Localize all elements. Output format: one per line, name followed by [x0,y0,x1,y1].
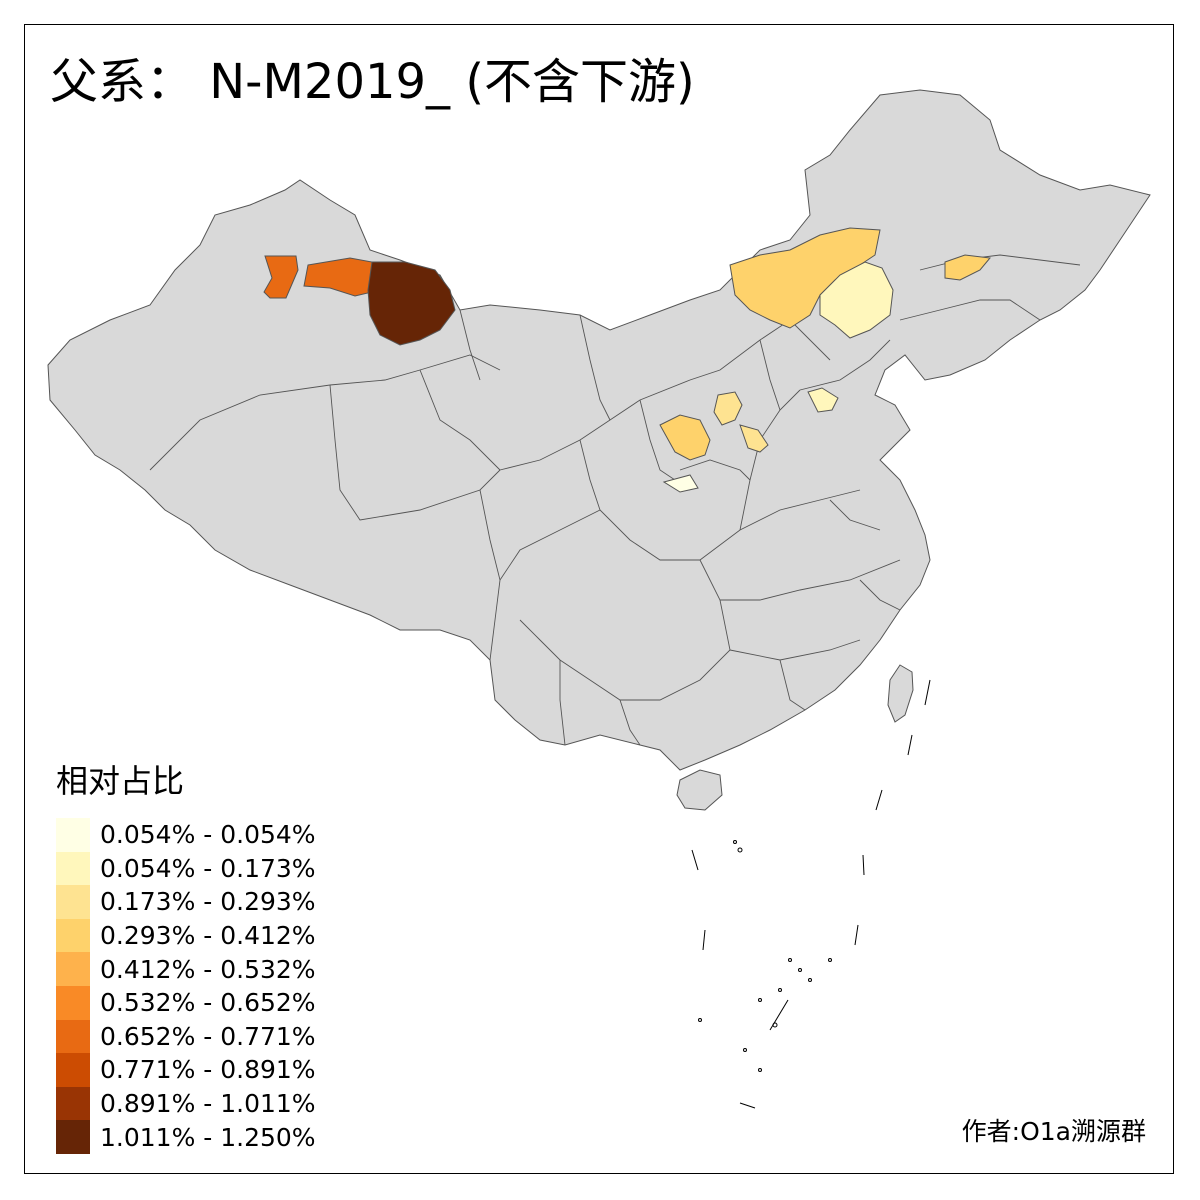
legend-label: 0.771% - 0.891% [100,1055,316,1085]
hainan-island [676,769,723,811]
province-borders [149,254,1081,746]
region-datong [713,391,743,426]
legend-swatch [56,818,90,852]
region-taiyuan [739,424,769,453]
legend-label: 1.011% - 1.250% [100,1122,316,1152]
south-sea-islands [691,679,931,1109]
region-xingan [819,261,894,339]
legend-swatch [56,851,90,886]
legend-swatch [56,1120,90,1154]
legend-swatch [56,1019,90,1054]
legend-title: 相对占比 [56,762,185,800]
taiwan-island [887,664,914,723]
legend-row: 0.891% - 1.011% [56,1086,316,1121]
legend-row: 0.054% - 0.054% [56,818,316,852]
legend-row: 0.054% - 0.173% [56,851,316,886]
legend-label: 0.293% - 0.412% [100,921,316,951]
legend-row: 0.293% - 0.412% [56,918,316,953]
legend-label: 0.652% - 0.771% [100,1021,316,1051]
legend-swatch [56,985,90,1020]
legend-swatch [56,918,90,953]
legend-swatch [56,1086,90,1121]
region-heilongjiang-part [944,254,991,281]
legend-label: 0.054% - 0.054% [100,820,316,850]
region-tacheng [263,255,299,299]
legend-row: 1.011% - 1.250% [56,1120,316,1154]
legend-rows: 0.054% - 0.054% 0.054% - 0.173% 0.173% -… [56,818,316,1154]
legend-row: 0.173% - 0.293% [56,885,316,919]
legend-swatch [56,1053,90,1087]
author-credit: 作者:O1a溯源群 [961,1117,1146,1146]
legend-label: 0.532% - 0.652% [100,988,316,1018]
legend-label: 0.412% - 0.532% [100,954,316,984]
region-xian [662,474,699,493]
legend-row: 0.771% - 0.891% [56,1053,316,1087]
legend-swatch [56,952,90,986]
legend-row: 0.652% - 0.771% [56,1019,316,1054]
region-altay [367,261,456,346]
legend-swatch [56,885,90,919]
legend-label: 0.054% - 0.173% [100,853,316,883]
legend-label: 0.891% - 1.011% [100,1089,316,1119]
legend: 相对占比 0.054% - 0.054% 0.054% - 0.173% 0.1… [56,756,316,1154]
china-landmass [47,89,1151,771]
region-karamay [303,257,373,297]
region-tianjin [807,387,839,413]
page-title: 父系： N-M2019_ (不含下游) [50,54,695,110]
legend-label: 0.173% - 0.293% [100,887,316,917]
legend-row: 0.412% - 0.532% [56,952,316,986]
legend-row: 0.532% - 0.652% [56,985,316,1020]
region-ordos [659,414,711,461]
